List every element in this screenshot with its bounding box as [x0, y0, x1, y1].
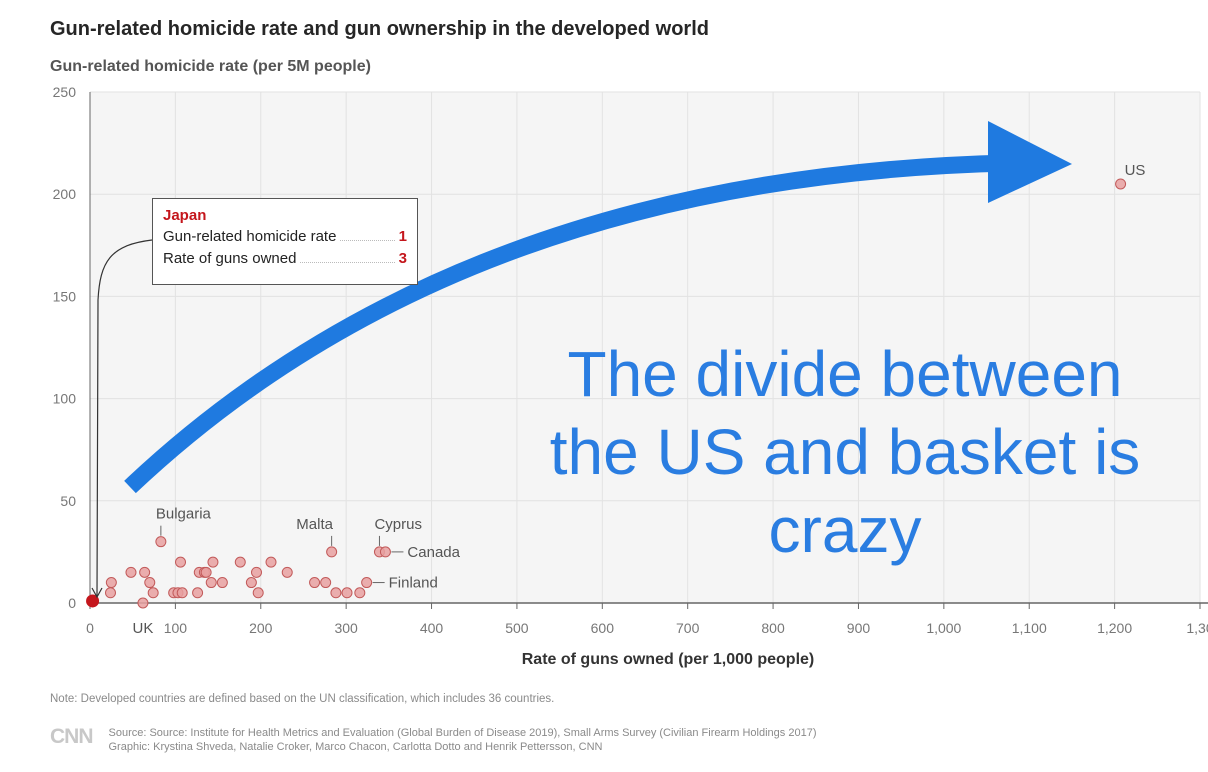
- data-point: [354, 587, 366, 599]
- callout-row-homicide: Gun-related homicide rate 1: [163, 228, 407, 250]
- japan-point: [86, 594, 100, 608]
- point-label-bulgaria: Bulgaria: [156, 506, 212, 523]
- axes: [89, 92, 1208, 604]
- data-point: [326, 546, 338, 558]
- data-point: [105, 577, 117, 589]
- data-point: [175, 556, 187, 568]
- callout-title: Japan: [163, 207, 207, 224]
- callout-leader-dots: [300, 262, 395, 263]
- data-point: [207, 556, 219, 568]
- data-point: [125, 566, 137, 578]
- data-point: [1115, 178, 1127, 190]
- x-tick-label: 1,100: [1012, 620, 1047, 636]
- data-point: [104, 587, 116, 599]
- japan-callout: Japan Gun-related homicide rate 1 Rate o…: [152, 198, 418, 285]
- x-tick-label: 1,200: [1097, 620, 1132, 636]
- data-point: [341, 587, 353, 599]
- data-point: [200, 566, 212, 578]
- point-label-finland: Finland: [389, 575, 438, 592]
- point-label-malta: Malta: [296, 516, 333, 533]
- y-axis-title: Gun-related homicide rate (per 5M people…: [50, 58, 371, 75]
- point-label-canada: Canada: [407, 544, 460, 561]
- x-tick-label: 500: [505, 620, 529, 636]
- x-tick-label: 400: [420, 620, 444, 636]
- cnn-logo: CNN: [50, 725, 93, 748]
- callout-row-label: Rate of guns owned: [163, 250, 297, 267]
- data-point: [309, 577, 321, 589]
- graphic-credit-line: Graphic: Krystina Shveda, Natalie Croker…: [108, 741, 603, 753]
- callout-leader-arrowhead: [91, 587, 103, 599]
- data-point: [205, 577, 217, 589]
- y-axis-ticks: 0 50 100 150 200 250: [53, 84, 77, 611]
- callout-row-value: 3: [398, 250, 407, 267]
- annotation-text: The divide between the US and basket is …: [549, 338, 1141, 566]
- point-labels: US Bulgaria Malta Cyprus Canada Finland UK: [133, 162, 1146, 637]
- data-point: [320, 577, 332, 589]
- data-point: [137, 597, 149, 609]
- y-tick-label: 100: [53, 391, 77, 407]
- data-points: [86, 178, 1127, 609]
- data-point: [192, 587, 204, 599]
- grid-lines: [90, 91, 1201, 603]
- y-tick-label: 250: [53, 84, 77, 100]
- data-point: [265, 556, 277, 568]
- chart-note: Note: Developed countries are defined ba…: [50, 693, 555, 705]
- annotation-arrow-head: [988, 121, 1072, 203]
- data-point: [234, 556, 246, 568]
- y-tick-label: 150: [53, 288, 77, 304]
- x-tick-label: 300: [334, 620, 358, 636]
- chart-footer: CNN Source: Source: Institute for Health…: [50, 726, 816, 754]
- data-point: [252, 587, 264, 599]
- point-label-uk: UK: [133, 620, 154, 637]
- data-point: [245, 577, 257, 589]
- scatter-chart: 0 50 100 150 200 250 0 100 200 300 400 500 600 700 80…: [53, 84, 1208, 668]
- data-point: [251, 566, 262, 578]
- x-tick-label: 600: [591, 620, 615, 636]
- data-point: [147, 587, 159, 599]
- data-point: [139, 566, 151, 578]
- data-point: [155, 536, 167, 548]
- label-leaders: [160, 525, 404, 584]
- x-axis-ticks: 0 100 200 300 400 500 600 700 800 900 1,000 1,100 1,…: [86, 603, 1208, 636]
- x-tick-label: 0: [86, 620, 94, 636]
- data-point: [330, 587, 342, 599]
- x-tick-label: 800: [761, 620, 785, 636]
- data-point: [216, 577, 228, 589]
- data-point: [361, 577, 373, 589]
- callout-row-value: 1: [398, 228, 407, 245]
- x-tick-label: 200: [249, 620, 273, 636]
- x-tick-label: 700: [676, 620, 700, 636]
- x-tick-label: 100: [164, 620, 188, 636]
- source-line: Source: Source: Institute for Health Met…: [108, 727, 817, 739]
- data-point: [379, 546, 391, 558]
- y-tick-label: 0: [68, 595, 76, 611]
- x-tick-label: 1,30: [1186, 620, 1208, 636]
- x-tick-label: 1,000: [926, 620, 961, 636]
- callout-row-guns: Rate of guns owned 3: [163, 250, 407, 272]
- y-tick-label: 200: [53, 186, 77, 202]
- point-label-cyprus: Cyprus: [374, 516, 422, 533]
- data-point: [281, 566, 293, 578]
- point-label-us: US: [1125, 162, 1146, 179]
- annotation-arrow-shaft: [124, 154, 1013, 494]
- chart-title: Gun-related homicide rate and gun owners…: [50, 18, 709, 40]
- x-axis-title: Rate of guns owned (per 1,000 people): [522, 651, 815, 668]
- x-tick-label: 900: [847, 620, 871, 636]
- callout-leader: [96, 239, 153, 597]
- callout-leader-dots: [340, 240, 395, 241]
- data-point: [176, 587, 188, 599]
- data-point: [144, 577, 156, 589]
- y-tick-label: 50: [60, 493, 76, 509]
- credits: Source: Source: Institute for Health Met…: [109, 726, 817, 754]
- callout-row-label: Gun-related homicide rate: [163, 228, 337, 245]
